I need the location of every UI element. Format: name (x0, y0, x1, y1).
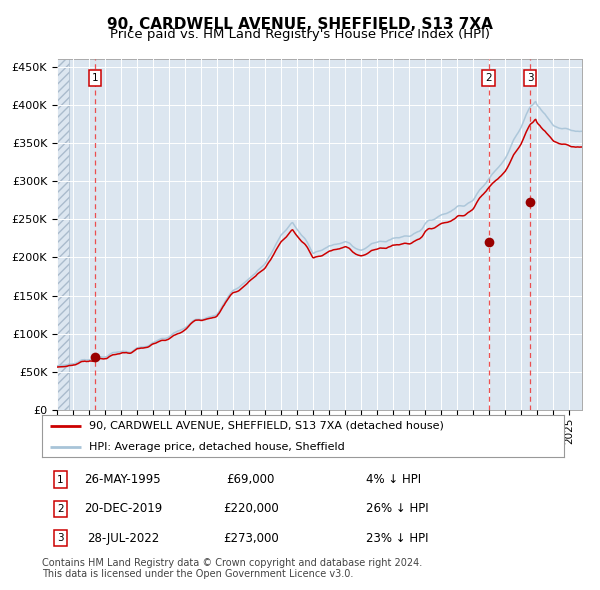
Text: £273,000: £273,000 (223, 532, 278, 545)
Text: 3: 3 (57, 533, 64, 543)
Text: 26% ↓ HPI: 26% ↓ HPI (365, 502, 428, 516)
Text: HPI: Average price, detached house, Sheffield: HPI: Average price, detached house, Shef… (89, 442, 345, 452)
Text: 2: 2 (57, 504, 64, 514)
Text: 90, CARDWELL AVENUE, SHEFFIELD, S13 7XA (detached house): 90, CARDWELL AVENUE, SHEFFIELD, S13 7XA … (89, 421, 444, 431)
Text: 28-JUL-2022: 28-JUL-2022 (87, 532, 159, 545)
Text: 1: 1 (57, 474, 64, 484)
Text: 4% ↓ HPI: 4% ↓ HPI (365, 473, 421, 486)
Text: 26-MAY-1995: 26-MAY-1995 (85, 473, 161, 486)
Text: 3: 3 (527, 73, 533, 83)
Text: Contains HM Land Registry data © Crown copyright and database right 2024.
This d: Contains HM Land Registry data © Crown c… (42, 558, 422, 579)
Text: 1: 1 (92, 73, 98, 83)
Text: 20-DEC-2019: 20-DEC-2019 (84, 502, 162, 516)
Bar (57, 28, 69, 410)
Text: £69,000: £69,000 (227, 473, 275, 486)
Text: £220,000: £220,000 (223, 502, 278, 516)
Text: 2: 2 (485, 73, 492, 83)
Text: 23% ↓ HPI: 23% ↓ HPI (365, 532, 428, 545)
Text: Price paid vs. HM Land Registry's House Price Index (HPI): Price paid vs. HM Land Registry's House … (110, 28, 490, 41)
Text: 90, CARDWELL AVENUE, SHEFFIELD, S13 7XA: 90, CARDWELL AVENUE, SHEFFIELD, S13 7XA (107, 17, 493, 31)
